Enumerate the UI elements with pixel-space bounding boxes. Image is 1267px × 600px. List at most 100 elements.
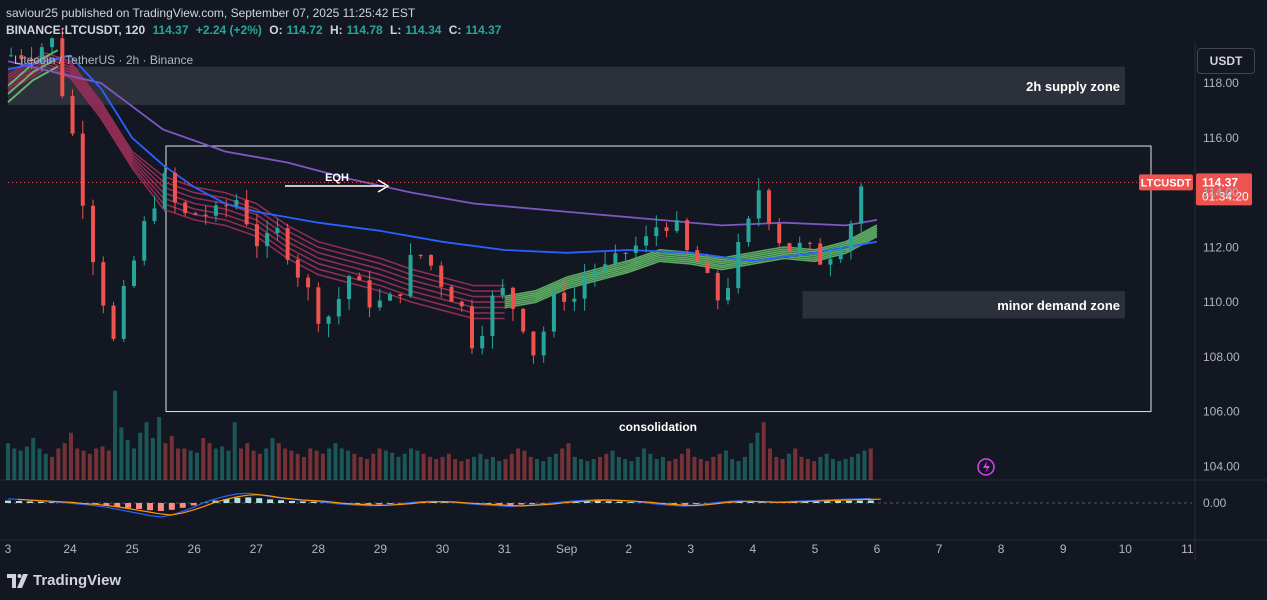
high-value: 114.78 [346, 23, 383, 37]
candle-body [562, 292, 567, 302]
high-label: H: [329, 23, 343, 37]
macd-histogram-bar [103, 503, 110, 506]
volume-bar [723, 450, 728, 480]
candle-body [254, 224, 259, 247]
candle-body [213, 205, 218, 216]
price-change: +2.24 (+2%) [195, 23, 262, 37]
volume-bar [245, 443, 250, 480]
macd-histogram-bar [693, 503, 700, 505]
volume-bar [843, 459, 848, 480]
volume-bar [516, 448, 521, 480]
volume-bar [415, 450, 420, 480]
x-tick-label: 9 [1060, 542, 1067, 556]
candle-body [80, 133, 85, 206]
volume-bar [100, 446, 105, 480]
volume-bar [251, 450, 256, 480]
volume-bar [648, 453, 653, 480]
x-tick-label: 2 [625, 542, 632, 556]
volume-bar [308, 448, 313, 480]
symbol-tag: LTCUSDT [1141, 177, 1192, 189]
macd-histogram-bar [441, 502, 448, 503]
volume-bar [484, 459, 489, 480]
volume-bar [182, 448, 187, 480]
volume-bar [679, 453, 684, 480]
candle-body [746, 218, 751, 243]
volume-bar [75, 448, 80, 480]
volume-bar [239, 448, 244, 480]
macd-histogram-bar [125, 503, 132, 508]
candle-body [172, 172, 177, 203]
x-tick-label: 31 [498, 542, 512, 556]
macd-histogram-bar [856, 500, 863, 503]
macd-histogram-bar [845, 500, 852, 503]
macd-histogram-bar [114, 503, 121, 507]
macd-histogram-bar [747, 502, 754, 503]
volume-bar [446, 453, 451, 480]
candle-body [265, 233, 270, 247]
x-tick-label: 24 [63, 542, 77, 556]
macd-histogram-bar [387, 503, 394, 504]
ribbon-line-bullish [504, 232, 878, 305]
volume-bar [742, 456, 747, 480]
y-tick-label: 114.00 [1203, 186, 1239, 200]
volume-bar [144, 422, 149, 480]
candle-body [777, 223, 782, 244]
macd-histogram-bar [354, 503, 361, 505]
candle-body [357, 276, 362, 281]
volume-bar [270, 438, 275, 480]
volume-bar [257, 453, 262, 480]
candle-body [726, 288, 731, 301]
candle-body [510, 287, 515, 309]
ema-purple-line [7, 60, 878, 227]
y-tick-label: 118.00 [1203, 76, 1239, 90]
currency-button[interactable]: USDT [1197, 48, 1255, 74]
volume-bar [604, 453, 609, 480]
candle-body [203, 214, 208, 216]
candle-body [316, 287, 321, 324]
volume-bar [585, 461, 590, 480]
macd-histogram-bar [267, 499, 274, 503]
volume-bar [497, 461, 502, 480]
volume-bar [572, 456, 577, 480]
candle-body [418, 254, 423, 256]
volume-bar [509, 453, 514, 480]
macd-histogram-bar [190, 503, 197, 506]
volume-bar [522, 450, 527, 480]
volume-bar [276, 443, 281, 480]
volume-bar [37, 448, 42, 480]
candle-body [367, 280, 372, 308]
close-label: C: [448, 23, 462, 37]
candle-body [306, 277, 311, 288]
x-tick-label: 29 [374, 542, 388, 556]
volume-bar [793, 448, 798, 480]
macd-histogram-bar [682, 503, 689, 505]
volume-bar [824, 453, 829, 480]
candle-body [551, 292, 556, 332]
consolidation-box [165, 145, 1152, 413]
candle-body [285, 228, 290, 260]
volume-bar [169, 435, 174, 480]
candle-body [674, 220, 679, 231]
candle-body [336, 299, 341, 317]
volume-bar [730, 459, 735, 480]
volume-bar [94, 448, 99, 480]
open-value: 114.72 [286, 23, 323, 37]
volume-bar [553, 453, 558, 480]
candle-body [295, 259, 300, 278]
tradingview-logo[interactable]: TradingView [7, 572, 121, 589]
volume-bar [358, 456, 363, 480]
tradingview-logo-icon [7, 573, 28, 588]
volume-bar [534, 459, 539, 480]
macd-histogram-bar [256, 498, 263, 503]
alert-icon[interactable] [977, 458, 995, 476]
volume-bar [805, 459, 810, 480]
close-value: 114.37 [465, 23, 502, 37]
volume-bar [673, 459, 678, 480]
volume-bar [768, 448, 773, 480]
macd-histogram-bar [758, 502, 765, 503]
volume-bar [150, 438, 155, 480]
x-tick-label: 30 [436, 542, 450, 556]
volume-bar [434, 459, 439, 480]
candle-body [623, 252, 628, 254]
